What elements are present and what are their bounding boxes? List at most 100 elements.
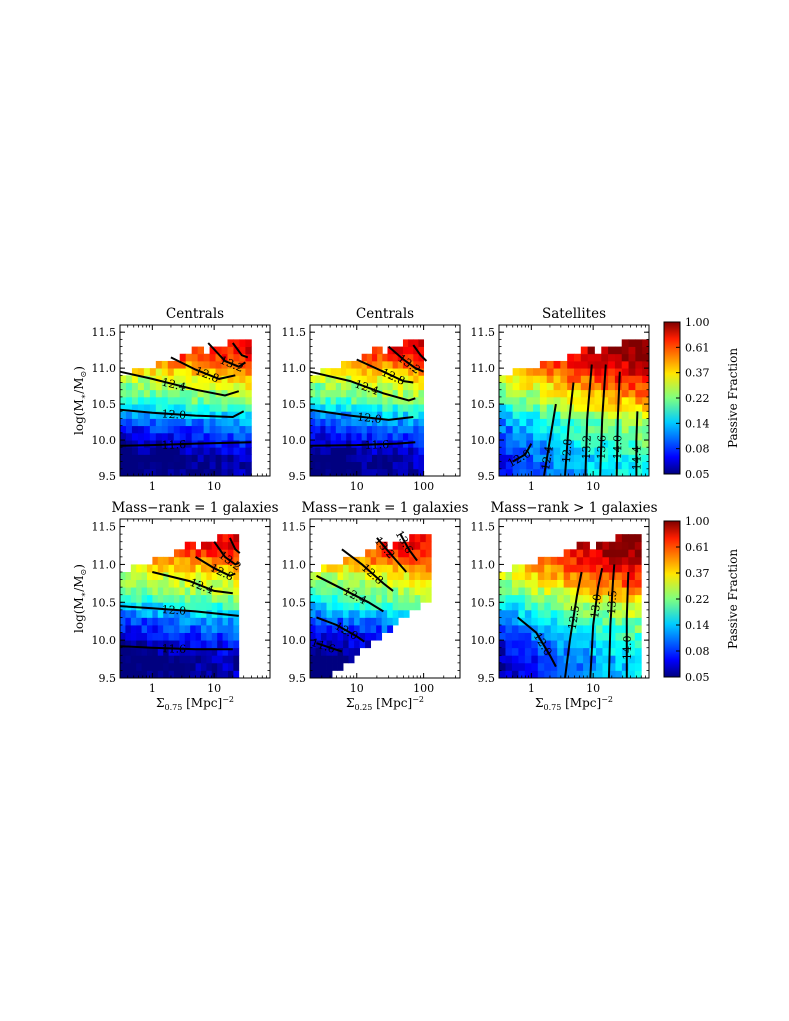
heatmap-cell: [511, 670, 519, 679]
heatmap-cell: [320, 432, 326, 441]
heatmap-cell: [628, 602, 636, 611]
heatmap-cell: [371, 461, 378, 470]
heatmap-cell: [382, 396, 388, 405]
panel-title: Centrals: [166, 306, 224, 322]
heatmap-cell: [227, 411, 234, 419]
heatmap-cell: [418, 382, 425, 391]
y-tick-label: 9.5: [289, 470, 307, 483]
heatmap-cell: [366, 425, 373, 434]
heatmap-cell: [583, 640, 590, 649]
heatmap-cell: [310, 411, 316, 419]
heatmap-cell: [519, 447, 527, 455]
heatmap-cell: [321, 572, 327, 580]
heatmap-cell: [518, 572, 526, 580]
heatmap-cell: [320, 454, 326, 463]
heatmap-cell: [414, 534, 421, 543]
heatmap-cell: [125, 617, 132, 626]
heatmap-cell: [356, 418, 363, 427]
heatmap-cell: [608, 662, 616, 671]
heatmap-cell: [137, 468, 145, 477]
heatmap-cell: [526, 440, 534, 448]
heatmap-cell: [173, 382, 181, 391]
heatmap-cell: [185, 389, 193, 398]
heatmap-cell: [137, 411, 145, 419]
heatmap-cell: [602, 602, 610, 611]
heatmap-cell: [628, 368, 636, 376]
heatmap-cell: [594, 368, 602, 376]
heatmap-cell: [326, 625, 333, 633]
heatmap-cell: [222, 662, 229, 671]
heatmap-cell: [621, 411, 629, 419]
contour-line: [376, 537, 408, 573]
heatmap-cell: [519, 375, 527, 383]
x-tick-label: 100: [413, 682, 434, 695]
heatmap-cell: [167, 375, 175, 383]
heatmap-cell: [155, 382, 163, 391]
heatmap-cell: [222, 640, 229, 649]
heatmap-cell: [173, 594, 180, 603]
heatmap-cell: [539, 404, 548, 412]
heatmap-cell: [512, 461, 520, 470]
heatmap-cell: [615, 572, 623, 580]
heatmap-cell: [377, 375, 383, 383]
heatmap-cell: [567, 382, 575, 391]
heatmap-cell: [621, 640, 629, 649]
heatmap-cell: [167, 454, 175, 463]
heatmap-cell: [397, 389, 404, 398]
heatmap-cell: [191, 404, 199, 412]
heatmap-cell: [371, 454, 378, 463]
heatmap-cell: [152, 587, 159, 596]
heatmap-cell: [321, 587, 327, 596]
heatmap-cell: [131, 425, 139, 434]
heatmap-cell: [557, 602, 565, 611]
heatmap-cell: [594, 447, 602, 455]
heatmap-cell: [608, 541, 616, 550]
heatmap-cell: [346, 425, 352, 434]
heatmap-cell: [608, 670, 616, 679]
heatmap-cell: [574, 447, 582, 455]
heatmap-cell: [125, 396, 133, 405]
heatmap-cell: [179, 360, 187, 369]
heatmap-cell: [366, 396, 373, 405]
heatmap-cell: [511, 632, 519, 641]
heatmap-cell: [570, 640, 578, 649]
heatmap-cell: [553, 389, 561, 398]
contour-label: 12.8: [560, 438, 575, 463]
heatmap-cell: [136, 625, 142, 633]
heatmap-cell: [209, 368, 216, 376]
heatmap-cell: [580, 411, 589, 419]
heatmap-cell: [557, 609, 565, 618]
heatmap-cell: [157, 617, 164, 626]
y-tick-label: 11.0: [282, 362, 307, 375]
heatmap-cell: [614, 346, 623, 355]
heatmap-cell: [209, 346, 216, 355]
heatmap-cell: [245, 382, 252, 391]
heatmap-cell: [621, 375, 629, 383]
heatmap-cell: [634, 617, 642, 626]
heatmap-cell: [163, 579, 169, 588]
heatmap-cell: [570, 579, 578, 588]
heatmap-cell: [136, 647, 142, 656]
heatmap-cell: [505, 375, 514, 383]
heatmap-cell: [335, 389, 342, 398]
contour-line: [516, 616, 557, 668]
heatmap-cell: [544, 670, 552, 679]
heatmap-cell: [120, 432, 127, 441]
heatmap-cell: [227, 454, 234, 463]
heatmap-cell: [580, 461, 589, 470]
heatmap-cell: [589, 662, 597, 671]
heatmap-cell: [239, 418, 246, 427]
heatmap-cell: [608, 617, 616, 626]
heatmap-cell: [397, 468, 404, 477]
heatmap-cell: [574, 389, 582, 398]
heatmap-cell: [325, 461, 332, 470]
heatmap-cell: [315, 411, 321, 419]
heatmap-cell: [227, 602, 234, 611]
heatmap-cell: [203, 454, 210, 463]
heatmap-cell: [642, 418, 650, 427]
heatmap-cell: [392, 468, 399, 477]
heatmap-cell: [589, 602, 597, 611]
heatmap-cell: [310, 594, 316, 603]
heatmap-cell: [131, 396, 139, 405]
heatmap-cell: [163, 670, 169, 679]
